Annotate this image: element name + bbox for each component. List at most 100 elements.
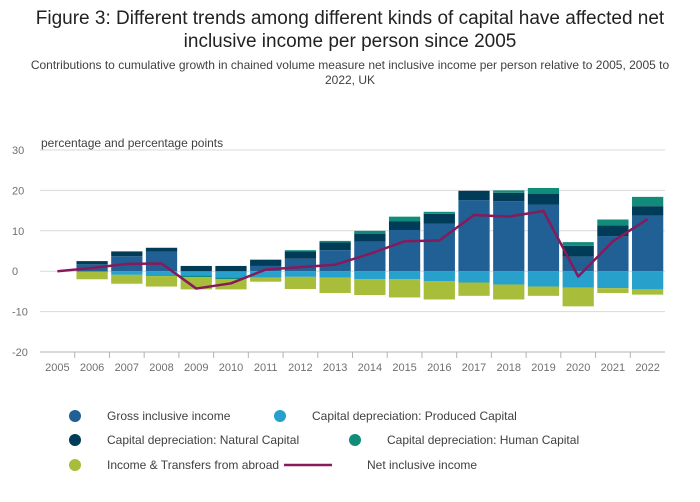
x-tick-label: 2011 xyxy=(254,362,278,374)
bar-segment xyxy=(493,192,525,202)
bar-segment xyxy=(180,265,212,272)
bar-segment xyxy=(493,271,525,285)
bar-segment xyxy=(527,286,560,296)
y-axis-ticks: 30 20 10 0 -10 -20 xyxy=(12,145,28,359)
bar-segment xyxy=(354,230,386,234)
x-tick-label: 2022 xyxy=(635,362,659,374)
y-tick-label: 10 xyxy=(12,226,24,238)
x-tick-label: 2021 xyxy=(601,362,625,374)
y-tick-label: 20 xyxy=(12,185,24,197)
bar-segment xyxy=(76,272,108,280)
chart-subtitle: Contributions to cumulative growth in ch… xyxy=(30,58,670,87)
bar-segment xyxy=(388,229,421,272)
y-axis-label: percentage and percentage points xyxy=(41,136,224,150)
bar-segment xyxy=(284,250,317,252)
bar-segment xyxy=(527,204,560,272)
bar-segment xyxy=(597,219,629,226)
bar-segment xyxy=(493,190,525,193)
bar-segment xyxy=(145,251,178,272)
bar-segment xyxy=(180,275,212,278)
bar-segment xyxy=(284,258,317,272)
bar-segment xyxy=(493,201,525,272)
bar-segment xyxy=(388,216,421,222)
bar-segment xyxy=(284,251,317,259)
bar-segment xyxy=(632,271,664,290)
x-tick-label: 2018 xyxy=(497,362,521,374)
x-tick-label: 2009 xyxy=(184,362,208,374)
x-axis-ticks: 2005 2006 2007 2008 2009 2010 2011 2012 2013 2014… xyxy=(45,352,660,374)
legend: Gross inclusive income Capital depreciati… xyxy=(69,409,579,472)
bar-segment xyxy=(284,271,317,277)
bar-segment xyxy=(111,274,143,284)
legend-label: Income & Transfers from abroad xyxy=(107,458,279,472)
net-income-line xyxy=(57,209,649,290)
bar-segment xyxy=(215,271,247,278)
bar-series xyxy=(76,187,664,307)
legend-label: Capital depreciation: Natural Capital xyxy=(107,433,299,447)
bar-segment xyxy=(562,245,594,257)
x-tick-label: 2005 xyxy=(45,362,69,374)
bar-segment xyxy=(527,271,560,287)
bar-segment xyxy=(632,215,664,272)
legend-label: Gross inclusive income xyxy=(107,409,231,423)
bar-segment xyxy=(250,271,282,278)
y-tick-label: -10 xyxy=(12,307,28,319)
bar-segment xyxy=(458,200,490,272)
bar-segment xyxy=(76,261,108,265)
bar-segment xyxy=(632,289,664,295)
x-tick-label: 2016 xyxy=(427,362,451,374)
bar-segment xyxy=(632,206,664,216)
x-tick-label: 2008 xyxy=(149,362,173,374)
bar-segment xyxy=(250,277,282,282)
x-tick-label: 2013 xyxy=(323,362,347,374)
x-tick-label: 2012 xyxy=(288,362,312,374)
bar-segment xyxy=(319,271,351,278)
bar-segment xyxy=(562,287,594,307)
bar-segment xyxy=(319,242,351,251)
bar-segment xyxy=(354,233,386,242)
x-tick-label: 2006 xyxy=(80,362,104,374)
bar-segment xyxy=(597,288,629,294)
bar-segment xyxy=(423,223,455,272)
bar-segment xyxy=(145,276,178,287)
bar-segment xyxy=(354,271,386,280)
bar-segment xyxy=(145,271,178,277)
bar-segment xyxy=(423,281,455,300)
x-tick-label: 2007 xyxy=(115,362,139,374)
bar-segment xyxy=(597,225,629,237)
line-series xyxy=(57,209,649,290)
bar-segment xyxy=(354,279,386,296)
bar-segment xyxy=(527,193,560,205)
x-tick-label: 2020 xyxy=(566,362,590,374)
bar-segment xyxy=(319,240,351,243)
bar-segment xyxy=(632,196,664,207)
bar-segment xyxy=(458,282,490,296)
bar-segment xyxy=(597,271,629,289)
bar-segment xyxy=(562,271,594,288)
x-tick-label: 2017 xyxy=(462,362,486,374)
y-tick-label: 30 xyxy=(12,145,24,157)
bar-segment xyxy=(180,271,212,276)
bar-segment xyxy=(284,276,317,289)
bar-segment xyxy=(250,259,282,266)
bar-segment xyxy=(319,277,351,294)
bar-segment xyxy=(388,271,421,280)
bar-segment xyxy=(388,279,421,298)
bar-segment xyxy=(458,271,490,283)
bar-segment xyxy=(215,277,247,280)
bar-segment xyxy=(423,211,455,214)
bar-segment xyxy=(388,221,421,230)
bar-segment xyxy=(527,187,560,194)
bar-segment xyxy=(111,251,143,257)
bar-segment xyxy=(562,242,594,246)
x-tick-label: 2019 xyxy=(531,362,555,374)
y-tick-label: -20 xyxy=(12,347,28,359)
legend-swatch xyxy=(69,410,81,422)
legend-label: Capital depreciation: Produced Capital xyxy=(312,409,517,423)
legend-swatch xyxy=(69,434,81,446)
bar-segment xyxy=(458,190,490,201)
x-tick-label: 2014 xyxy=(358,362,382,374)
legend-swatch xyxy=(349,434,361,446)
legend-label: Capital depreciation: Human Capital xyxy=(387,433,579,447)
